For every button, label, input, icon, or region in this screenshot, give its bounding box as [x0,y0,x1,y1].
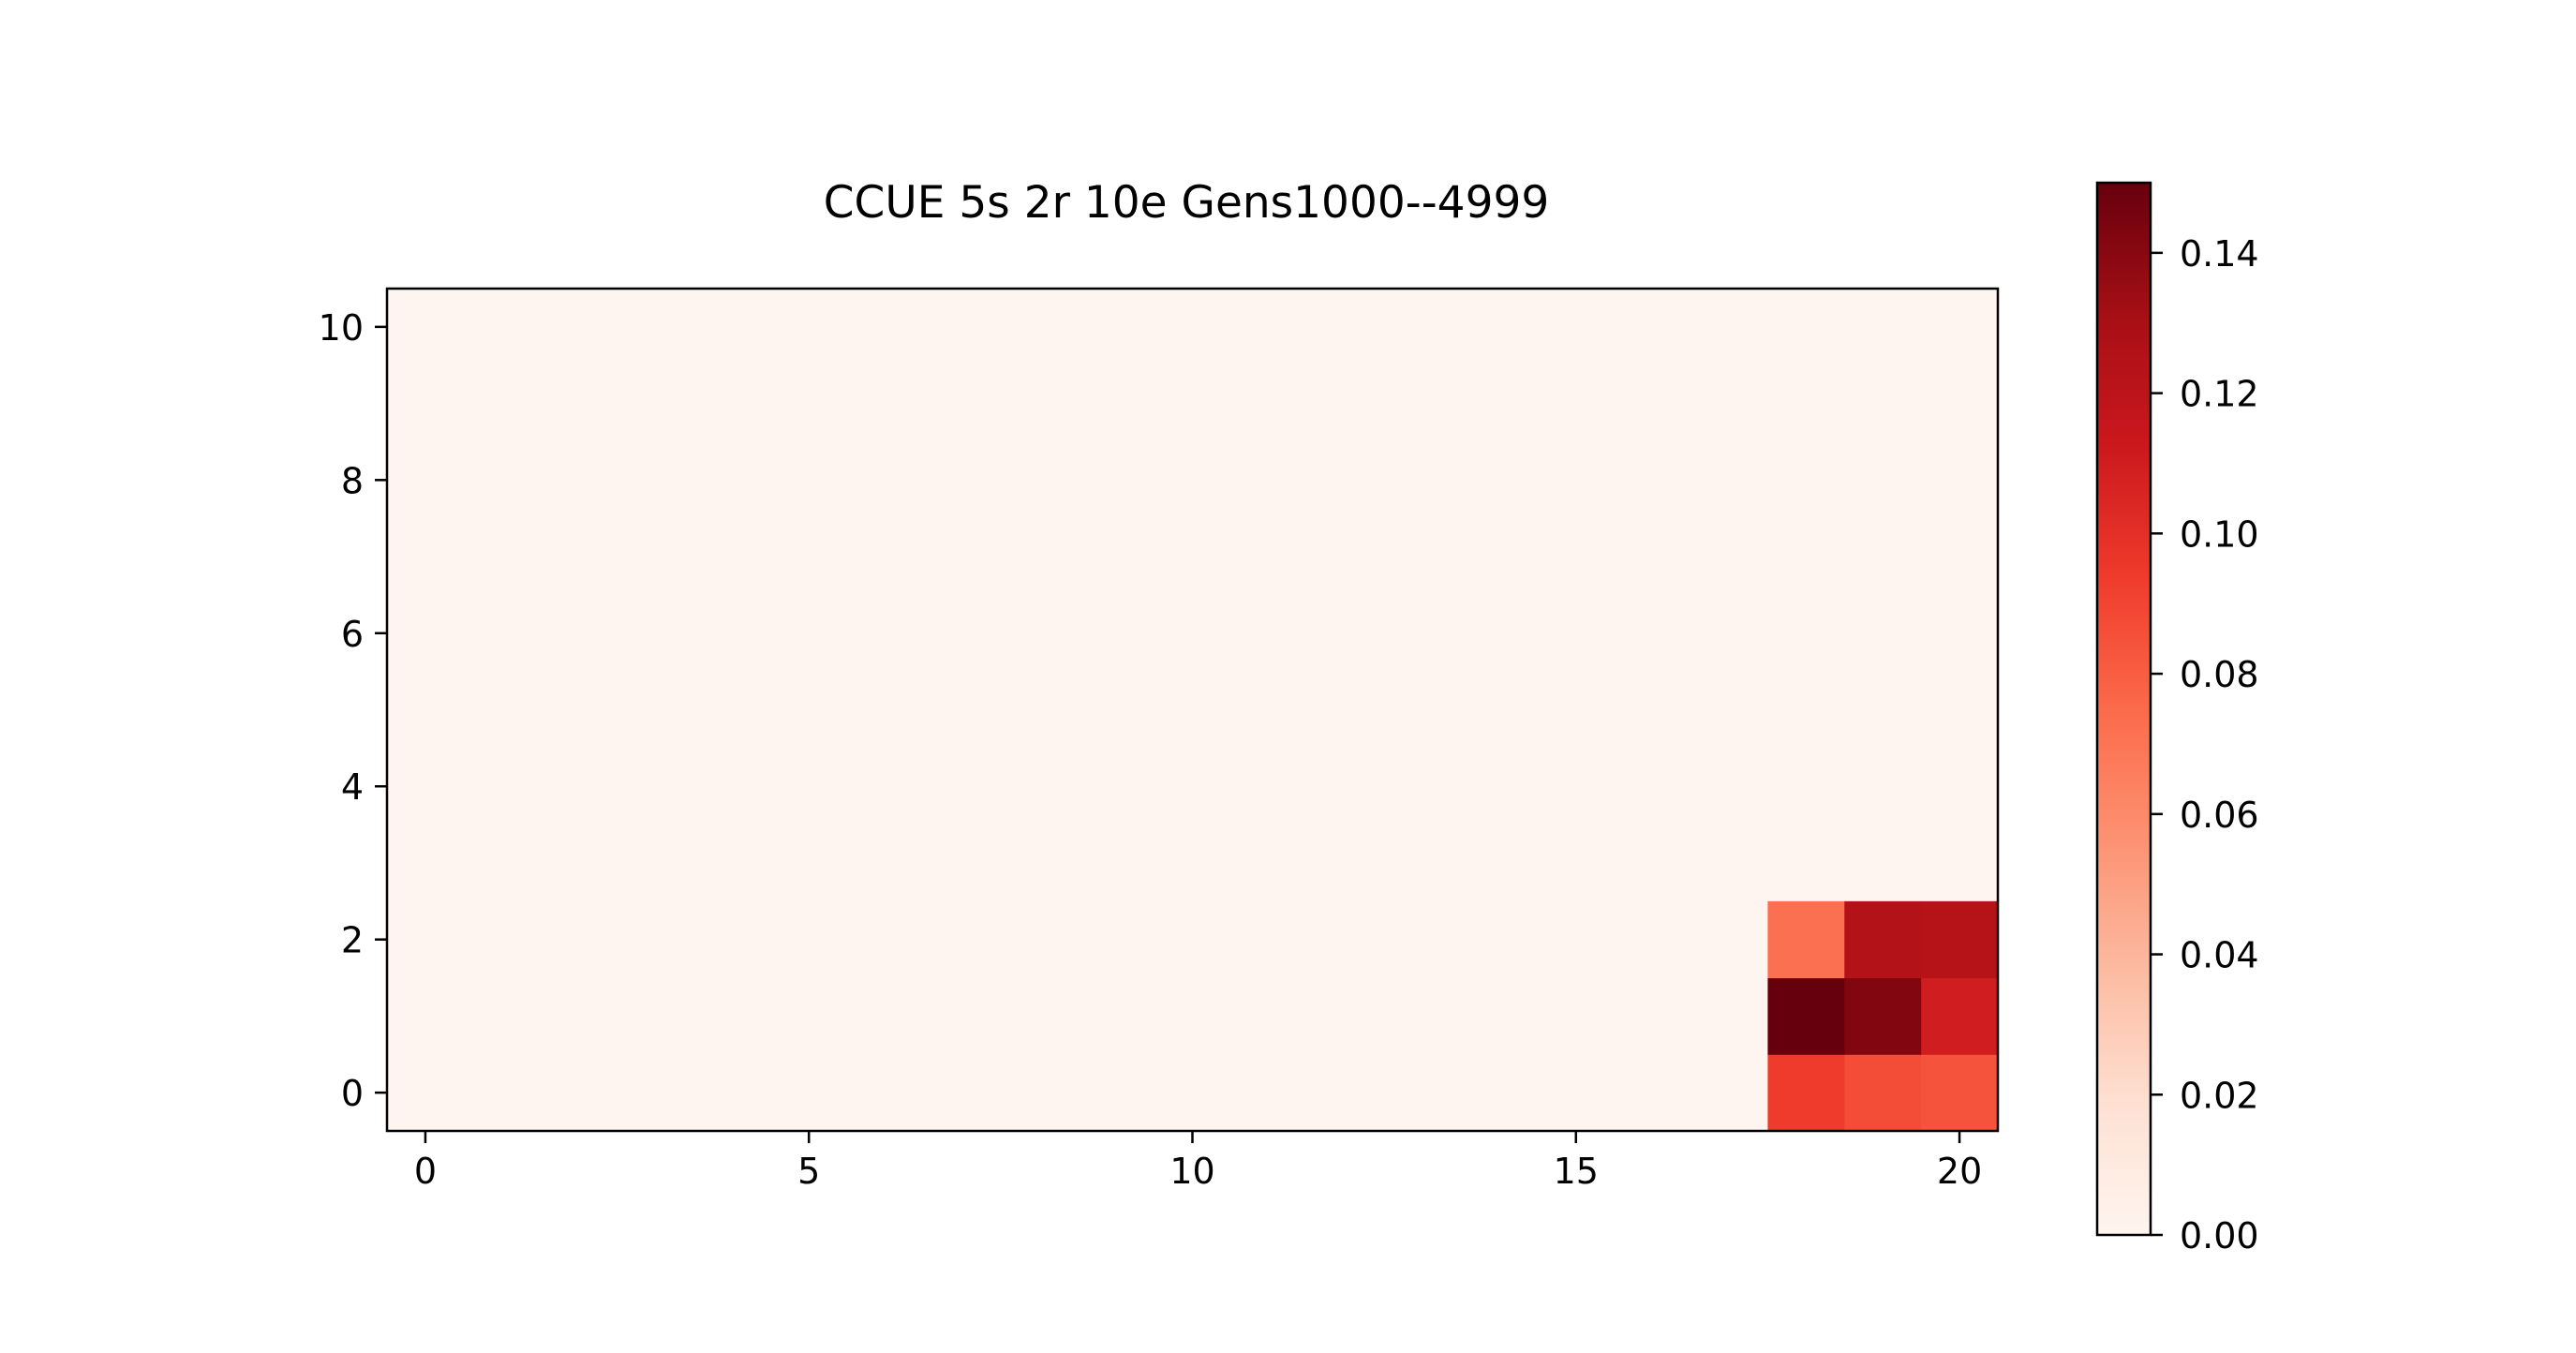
x-axis: 0 5 10 15 20 [414,1131,1982,1192]
colorbar-tick-label: 0.08 [2180,654,2259,695]
heatmap-cell [1844,1054,1922,1132]
colorbar: 0.00 0.02 0.04 0.06 0.08 0.10 0.12 0.14 [2095,181,2259,1256]
y-tick-label: 2 [341,920,364,961]
colorbar-tick-label: 0.10 [2180,513,2259,555]
heatmap-background [387,289,1998,1131]
heatmap-cell [1767,1054,1845,1132]
heatmap-cell [1921,977,1999,1055]
y-axis: 0 2 4 6 8 10 [319,307,387,1114]
colorbar-tick-label: 0.06 [2180,795,2259,836]
x-tick-label: 5 [797,1151,820,1192]
y-tick-label: 6 [341,614,364,655]
y-tick-label: 8 [341,460,364,501]
colorbar-tick-label: 0.12 [2180,374,2259,415]
colorbar-tick-label: 0.04 [2180,935,2259,976]
colorbar-tick-label: 0.02 [2180,1075,2259,1116]
heatmap-cell [1844,977,1922,1055]
colorbar-tick-label: 0.00 [2180,1215,2259,1256]
colorbar-tick-label: 0.14 [2180,233,2259,275]
x-tick-label: 10 [1169,1151,1214,1192]
x-tick-label: 20 [1937,1151,1982,1192]
heatmap-cell [1921,900,1999,979]
heatmap-cell [1767,900,1845,979]
heatmap-layer [387,289,1999,1132]
y-tick-label: 10 [319,307,364,349]
heatmap-cell [1844,900,1922,979]
colorbar-gradient [2095,181,2152,1237]
heatmap-cell [1767,977,1845,1055]
y-tick-label: 0 [341,1073,364,1114]
heatmap-cell [1921,1054,1999,1132]
y-tick-label: 4 [341,766,364,808]
x-tick-label: 0 [414,1151,437,1192]
x-tick-label: 15 [1554,1151,1599,1192]
chart-title: CCUE 5s 2r 10e Gens1000--4999 [824,177,1550,229]
